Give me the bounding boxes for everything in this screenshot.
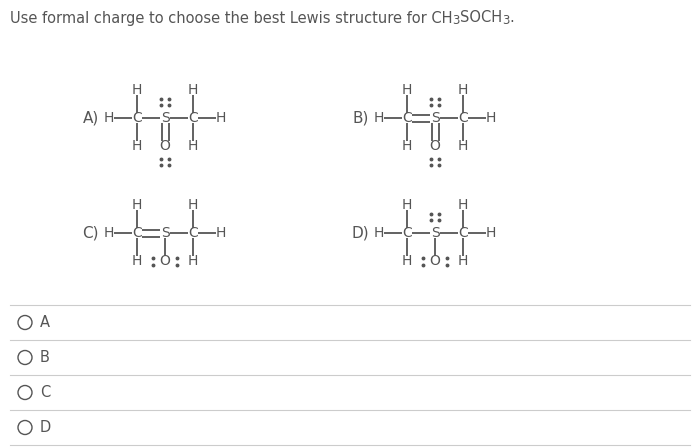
Text: B: B (40, 350, 50, 365)
Text: H: H (402, 198, 412, 212)
Text: O: O (160, 254, 170, 268)
Text: H: H (486, 111, 496, 125)
Text: C: C (402, 111, 412, 125)
Text: H: H (458, 83, 468, 97)
Text: H: H (374, 111, 384, 125)
Text: H: H (458, 198, 468, 212)
Text: H: H (132, 198, 142, 212)
Text: C: C (188, 226, 198, 240)
Text: C: C (132, 226, 142, 240)
Text: S: S (160, 226, 169, 240)
Text: A: A (40, 315, 50, 330)
Text: C: C (458, 226, 468, 240)
Text: S: S (160, 111, 169, 125)
Text: S: S (430, 111, 440, 125)
Text: 3: 3 (452, 14, 460, 28)
Text: O: O (430, 139, 440, 153)
Text: H: H (458, 139, 468, 153)
Text: H: H (188, 139, 198, 153)
Text: H: H (188, 254, 198, 268)
Text: H: H (104, 111, 114, 125)
Text: H: H (402, 139, 412, 153)
Text: H: H (132, 254, 142, 268)
Text: H: H (216, 226, 226, 240)
Text: H: H (458, 254, 468, 268)
Text: C: C (458, 111, 468, 125)
Text: C: C (188, 111, 198, 125)
Text: D: D (40, 420, 51, 435)
Text: H: H (104, 226, 114, 240)
Text: C: C (132, 111, 142, 125)
Text: H: H (132, 83, 142, 97)
Text: H: H (486, 226, 496, 240)
Text: S: S (430, 226, 440, 240)
Text: H: H (132, 139, 142, 153)
Text: Use formal charge to choose the best Lewis structure for CH: Use formal charge to choose the best Lew… (10, 10, 452, 25)
Text: 3: 3 (502, 14, 510, 28)
Text: O: O (430, 254, 440, 268)
Text: SOCH: SOCH (460, 10, 502, 25)
Text: C: C (402, 226, 412, 240)
Text: D): D) (351, 225, 369, 240)
Text: C): C) (83, 225, 99, 240)
Text: H: H (188, 83, 198, 97)
Text: B): B) (353, 110, 369, 126)
Text: .: . (510, 10, 514, 25)
Text: H: H (188, 198, 198, 212)
Text: H: H (374, 226, 384, 240)
Text: O: O (160, 139, 170, 153)
Text: H: H (216, 111, 226, 125)
Text: C: C (40, 385, 50, 400)
Text: H: H (402, 254, 412, 268)
Text: H: H (402, 83, 412, 97)
Text: A): A) (83, 110, 99, 126)
